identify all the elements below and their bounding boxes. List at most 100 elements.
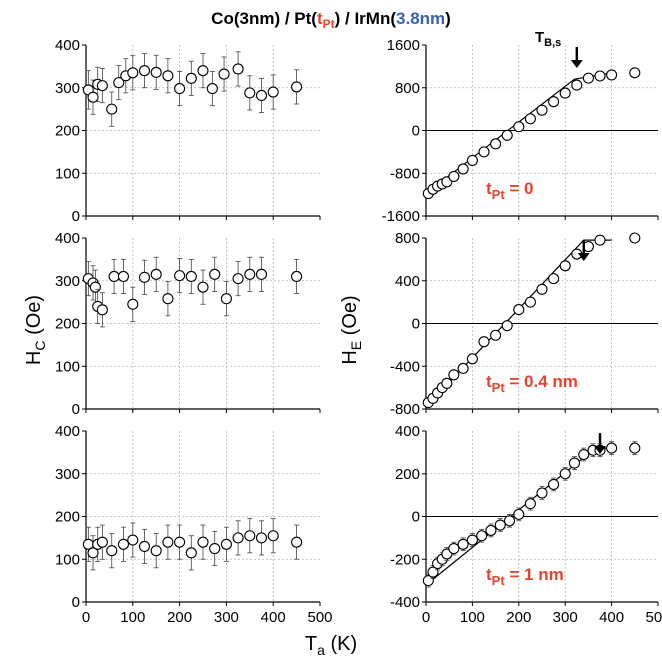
data-point xyxy=(629,442,641,454)
data-point xyxy=(232,63,244,75)
y-tick-label: 100 xyxy=(55,551,80,568)
y-tick-label: 400 xyxy=(55,37,80,54)
data-point xyxy=(197,281,209,293)
data-point xyxy=(466,154,478,166)
y-tick-label: 800 xyxy=(395,80,420,97)
y-tick-label: 0 xyxy=(412,123,420,140)
title-thickness: 3.8nm xyxy=(396,9,445,28)
tpt-annotation-t: t xyxy=(486,565,492,584)
data-point xyxy=(244,87,256,99)
data-point xyxy=(87,91,99,103)
data-point xyxy=(138,65,151,77)
figure-title: Co(3nm) / Pt(tPt) / IrMn(3.8nm) xyxy=(211,9,451,31)
data-point xyxy=(548,478,560,490)
data-point xyxy=(96,80,108,92)
data-point xyxy=(536,487,548,499)
data-point xyxy=(197,536,209,548)
y-tick-label: 300 xyxy=(55,273,80,290)
y-tick-label: 0 xyxy=(412,316,420,333)
data-point xyxy=(127,298,139,310)
y-tick-label: 0 xyxy=(72,594,80,611)
data-point xyxy=(513,304,525,316)
data-point xyxy=(232,273,244,285)
data-point xyxy=(568,457,581,469)
y-tick-label: 400 xyxy=(55,423,80,440)
data-point xyxy=(466,353,478,365)
y-tick-label: 400 xyxy=(55,230,80,247)
title-part3: ) / IrMn( xyxy=(335,9,397,28)
x-tick-label: 400 xyxy=(261,609,286,626)
title-part1: Co(3nm) / Pt( xyxy=(211,9,317,28)
tpt-annotation-value: = 0.4 nm xyxy=(505,372,578,391)
panel-hc-2: 0 100 200 300 400 0 100 200 300 400 500 xyxy=(55,423,333,626)
data-point xyxy=(108,270,120,283)
tpt-annotation-t: t xyxy=(486,179,492,198)
panels: 0100200300400010020030040001002003004000… xyxy=(55,37,662,626)
data-point xyxy=(501,320,513,332)
y-tick-label: 1600 xyxy=(387,37,420,54)
x-tick-label: 200 xyxy=(506,609,531,626)
data-point xyxy=(559,468,571,480)
data-point xyxy=(503,515,516,527)
data-point xyxy=(629,232,641,244)
tpt-annotation-sub: Pt xyxy=(492,187,506,202)
data-point xyxy=(232,532,244,544)
y-tick-label: -400 xyxy=(390,358,420,375)
data-point xyxy=(548,96,560,108)
y-tick-label: -1600 xyxy=(382,208,420,225)
data-point xyxy=(89,281,101,293)
data-point xyxy=(209,543,221,555)
tpt-annotation-sub: Pt xyxy=(492,573,506,588)
data-point xyxy=(127,534,139,546)
data-point xyxy=(559,87,571,99)
x-tick-label: 300 xyxy=(553,609,578,626)
x-tick-label: 0 xyxy=(422,609,430,626)
data-point xyxy=(117,538,129,550)
data-point xyxy=(197,65,209,77)
data-point xyxy=(457,538,469,550)
x-tick-label: 100 xyxy=(460,609,485,626)
y-tick-label: -400 xyxy=(390,594,420,611)
tpt-annotation: tPt = 0.4 nm xyxy=(486,372,578,395)
data-point xyxy=(96,536,108,548)
y-tick-label: 0 xyxy=(72,208,80,225)
y-axis-label-right: HE (Oe) xyxy=(339,295,364,364)
data-point xyxy=(117,270,129,283)
data-point xyxy=(478,146,490,158)
data-point xyxy=(113,77,125,89)
data-point xyxy=(162,536,174,548)
data-point xyxy=(138,271,151,283)
data-point xyxy=(185,72,197,84)
y-tick-label: 300 xyxy=(55,466,80,483)
data-point xyxy=(478,336,490,348)
data-point xyxy=(218,68,230,80)
title-t: t xyxy=(317,9,323,28)
data-point xyxy=(255,268,268,280)
y-tick-label: 0 xyxy=(72,401,80,418)
data-point xyxy=(106,545,118,557)
data-point xyxy=(476,530,488,542)
tpt-annotation-value: = 1 nm xyxy=(505,565,564,584)
y-tick-label: 300 xyxy=(55,80,80,97)
panel-he-2: -400 -200 0 200 400 0 100 200 300 400 500 tPt = 1 n… xyxy=(390,423,662,626)
data-point xyxy=(457,163,469,175)
y-tick-label: -800 xyxy=(390,401,420,418)
tb-label: TB,s xyxy=(535,29,561,49)
data-point xyxy=(255,532,268,544)
y-tick-label: 200 xyxy=(55,509,80,526)
x-tick-label: 100 xyxy=(120,609,145,626)
data-point xyxy=(291,536,303,548)
data-point xyxy=(490,138,502,150)
panel-hc-0: 0 100 200 300 400 xyxy=(55,37,321,225)
data-point xyxy=(267,530,279,542)
data-point xyxy=(174,83,186,95)
data-point xyxy=(150,268,162,280)
title-t-sub: Pt xyxy=(323,17,335,31)
data-point xyxy=(209,268,221,280)
data-point xyxy=(244,530,256,542)
data-point xyxy=(536,283,548,295)
data-point xyxy=(441,377,453,389)
tpt-annotation: tPt = 0 xyxy=(486,179,534,202)
y-tick-label: 800 xyxy=(395,230,420,247)
data-point xyxy=(174,536,186,548)
